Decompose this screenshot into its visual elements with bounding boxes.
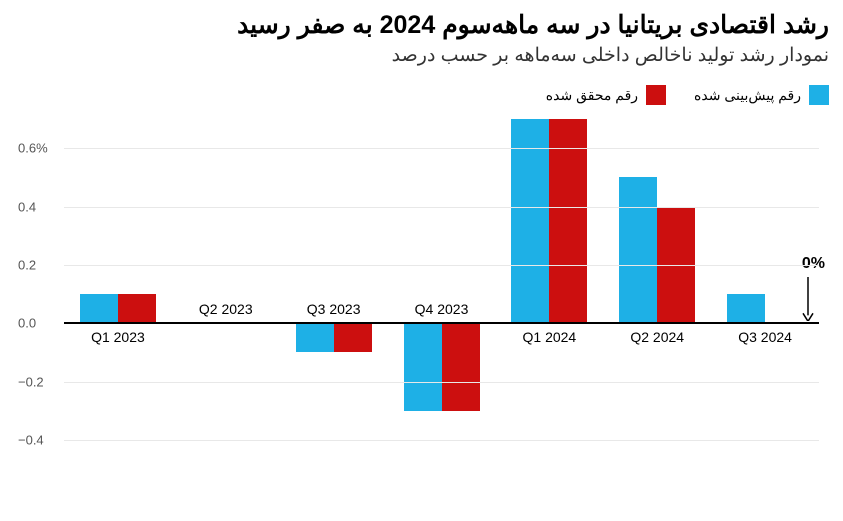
y-tick-label: 0.6% xyxy=(18,141,48,156)
legend-label-actual: رقم محقق شده xyxy=(546,87,638,104)
plot-area: Q1 2023 Q2 2023 Q3 2023 Q4 2023 Q1 2024 Q2 20… xyxy=(64,119,819,469)
bar-forecast xyxy=(404,323,442,411)
category-label: Q3 2023 xyxy=(307,301,361,317)
bar-actual xyxy=(549,119,587,323)
y-axis: −0.4 −0.2 0.0 0.2 0.4 0.6% xyxy=(14,119,64,499)
y-tick-label: 0.4 xyxy=(18,199,36,214)
y-tick-label: 0.2 xyxy=(18,257,36,272)
annotation-label: 0% xyxy=(802,255,825,273)
bar-forecast xyxy=(619,177,657,323)
bar-group: Q1 2024 xyxy=(495,119,603,469)
bar-forecast xyxy=(80,294,118,323)
chart-subtitle: نمودار رشد تولید ناخالص داخلی سه‌ماهه بر… xyxy=(14,44,829,67)
bar-actual xyxy=(118,294,156,323)
bar-actual xyxy=(334,323,372,352)
bar-group: Q1 2023 xyxy=(64,119,172,469)
y-tick-label: −0.4 xyxy=(18,432,44,447)
gridline xyxy=(64,440,819,441)
chart-title: رشد اقتصادی بریتانیا در سه ماهه‌سوم 2024… xyxy=(14,10,829,40)
category-label: Q2 2023 xyxy=(199,301,253,317)
bar-group: Q2 2024 xyxy=(603,119,711,469)
y-tick-label: 0.0 xyxy=(18,316,36,331)
bar-forecast xyxy=(727,294,765,323)
category-label: Q4 2023 xyxy=(415,301,469,317)
baseline xyxy=(64,322,819,324)
bar-group: Q4 2023 xyxy=(388,119,496,469)
legend-swatch-forecast xyxy=(809,85,829,105)
gridline xyxy=(64,207,819,208)
bar-group: Q2 2023 xyxy=(172,119,280,469)
y-tick-label: −0.2 xyxy=(18,374,44,389)
legend-item-forecast: رقم پیش‌بینی شده xyxy=(694,85,829,105)
legend: رقم پیش‌بینی شده رقم محقق شده xyxy=(14,85,829,105)
annotation-arrow-icon xyxy=(801,277,815,326)
gridline xyxy=(64,382,819,383)
gridline xyxy=(64,265,819,266)
bar-actual xyxy=(442,323,480,411)
category-label: Q3 2024 xyxy=(738,329,792,345)
category-label: Q2 2024 xyxy=(630,329,684,345)
legend-item-actual: رقم محقق شده xyxy=(546,85,666,105)
bar-group: Q3 2023 xyxy=(280,119,388,469)
bars-layer: Q1 2023 Q2 2023 Q3 2023 Q4 2023 Q1 2024 Q2 20… xyxy=(64,119,819,469)
category-label: Q1 2024 xyxy=(523,329,577,345)
chart-area: −0.4 −0.2 0.0 0.2 0.4 0.6% Q1 2023 Q2 2023 Q3 2… xyxy=(14,119,829,499)
legend-label-forecast: رقم پیش‌بینی شده xyxy=(694,87,801,104)
bar-forecast xyxy=(511,119,549,323)
bar-forecast xyxy=(296,323,334,352)
gridline xyxy=(64,148,819,149)
bar-group: Q3 20240% xyxy=(711,119,819,469)
legend-swatch-actual xyxy=(646,85,666,105)
category-label: Q1 2023 xyxy=(91,329,145,345)
